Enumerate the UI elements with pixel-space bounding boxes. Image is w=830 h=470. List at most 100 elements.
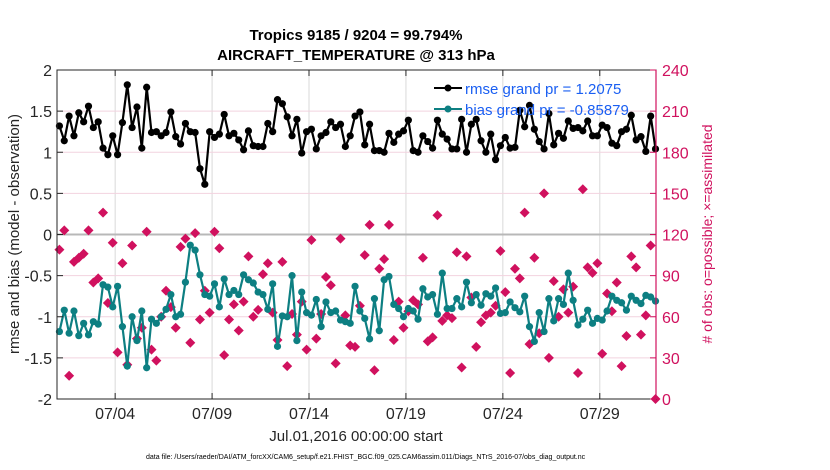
obs-count-point <box>456 362 467 373</box>
y-ticks-right: 0 30 60 90 120 150 180 210 240 <box>650 63 689 409</box>
obs-count-point <box>282 361 293 372</box>
obs-count-point <box>214 243 225 254</box>
rmse-point <box>215 130 223 138</box>
bias-point <box>647 293 655 301</box>
rmse-point <box>322 128 330 137</box>
obs-count-point <box>388 335 399 346</box>
y-tick-label: 1 <box>43 145 52 162</box>
bias-point <box>176 310 185 318</box>
bias-point <box>283 313 291 321</box>
bias-point <box>196 271 204 279</box>
bias-point <box>438 269 446 277</box>
rmse-point <box>152 128 160 136</box>
bias-point <box>70 307 78 315</box>
rmse-point <box>550 141 558 149</box>
obs-count-point <box>592 258 603 269</box>
bias-point <box>574 321 582 329</box>
bias-point <box>210 280 219 288</box>
bias-point <box>356 307 364 315</box>
y-right-tick-label: 120 <box>662 228 689 245</box>
obs-count-point <box>180 233 191 244</box>
rmse-point <box>453 145 461 153</box>
rmse-point <box>172 133 180 141</box>
obs-count-markers <box>54 184 661 404</box>
bias-point <box>317 323 325 331</box>
rmse-point <box>399 127 408 135</box>
bias-point <box>191 246 199 254</box>
rmse-point <box>380 148 388 156</box>
rmse-point <box>351 112 359 120</box>
rmse-point <box>239 146 248 154</box>
rmse-point <box>487 130 495 138</box>
bias-point <box>390 300 398 309</box>
rmse-point <box>293 115 301 123</box>
y-tick-label: 2 <box>43 63 52 80</box>
rmse-point <box>60 137 68 145</box>
rmse-point <box>642 147 650 156</box>
obs-count-point <box>219 350 230 361</box>
obs-count-point <box>577 184 588 195</box>
bias-point <box>215 303 223 311</box>
bias-point <box>608 292 616 300</box>
bias-point <box>409 307 417 315</box>
obs-count-point <box>243 251 254 262</box>
y-right-tick-label: 0 <box>662 392 671 409</box>
bias-point <box>521 292 529 300</box>
bias-point <box>186 241 194 249</box>
obs-count-point <box>582 262 593 273</box>
bias-point <box>458 303 466 311</box>
bias-point <box>617 299 626 307</box>
bias-series <box>55 241 660 372</box>
x-tick-label: 07/14 <box>289 406 329 423</box>
rmse-point <box>278 100 286 108</box>
obs-count-point <box>529 252 540 263</box>
rmse-point <box>530 125 538 133</box>
bias-point <box>128 313 136 321</box>
obs-count-point <box>587 267 598 278</box>
rmse-point <box>176 140 185 148</box>
rmse-point <box>365 120 374 128</box>
rmse-point <box>235 136 243 144</box>
bias-point <box>627 292 635 300</box>
bias-point <box>584 306 592 314</box>
obs-count-point <box>194 314 205 325</box>
obs-count-point <box>437 315 448 326</box>
y-tick-label: -1 <box>38 310 52 327</box>
legend-rmse-marker <box>444 84 452 92</box>
rmse-point <box>84 102 93 110</box>
bias-point <box>399 313 408 321</box>
rmse-point <box>477 137 485 145</box>
x-ticks: 07/04 07/09 07/14 07/19 07/24 07/29 <box>95 70 620 423</box>
rmse-point <box>559 134 568 142</box>
obs-count-point <box>64 370 75 381</box>
obs-count-point <box>151 355 162 366</box>
rmse-point <box>273 96 282 104</box>
rmse-point <box>613 142 621 150</box>
bias-point <box>361 314 369 322</box>
bias-point <box>370 295 379 303</box>
bias-point <box>525 323 534 331</box>
bias-point <box>225 290 233 299</box>
rmse-point <box>312 145 320 153</box>
obs-count-point <box>185 337 196 348</box>
bias-point <box>637 299 645 308</box>
rmse-point <box>496 142 505 150</box>
rmse-point <box>269 128 277 136</box>
bias-point <box>113 282 122 290</box>
rmse-point <box>196 165 204 173</box>
rmse-point <box>414 148 422 156</box>
obs-count-point <box>432 210 443 221</box>
bias-line <box>58 244 657 369</box>
rmse-point <box>128 123 136 132</box>
obs-count-point <box>204 307 215 318</box>
obs-count-point <box>543 352 554 363</box>
obs-count-point <box>635 329 646 340</box>
rmse-point <box>123 81 131 89</box>
obs-count-point <box>471 341 482 352</box>
obs-count-point <box>170 322 181 333</box>
rmse-point <box>472 115 480 123</box>
obs-count-point <box>350 341 361 352</box>
obs-count-point <box>330 358 341 369</box>
obs-count-point <box>461 251 472 262</box>
x-tick-label: 07/04 <box>95 406 135 423</box>
